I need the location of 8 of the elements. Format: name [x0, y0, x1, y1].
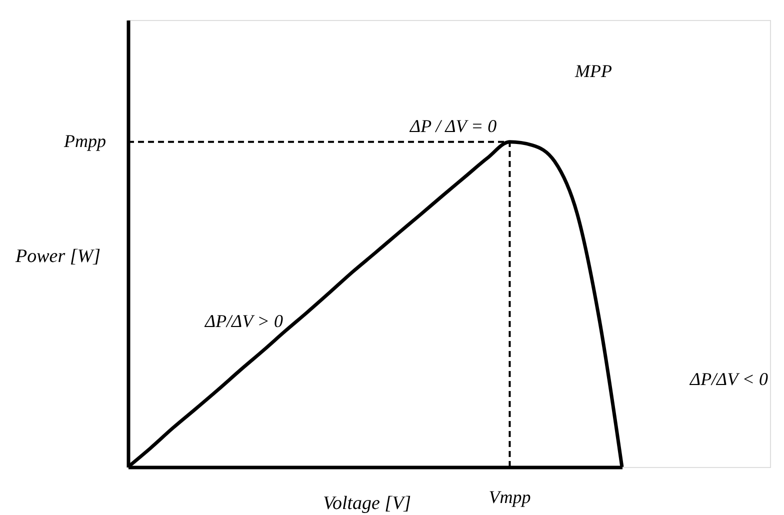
- text: MPP: [574, 61, 612, 81]
- text: ΔP / ΔV = 0: [409, 116, 497, 136]
- text: ΔP/ΔV < 0: [689, 369, 768, 389]
- annotation: ΔP/ΔV > 0: [204, 311, 283, 331]
- text: Pmpp: [64, 130, 106, 151]
- y-axis-title: Power [W]: [14, 246, 100, 267]
- x-axis-title: Voltage [V]: [322, 493, 412, 514]
- text: Vmpp: [488, 487, 531, 507]
